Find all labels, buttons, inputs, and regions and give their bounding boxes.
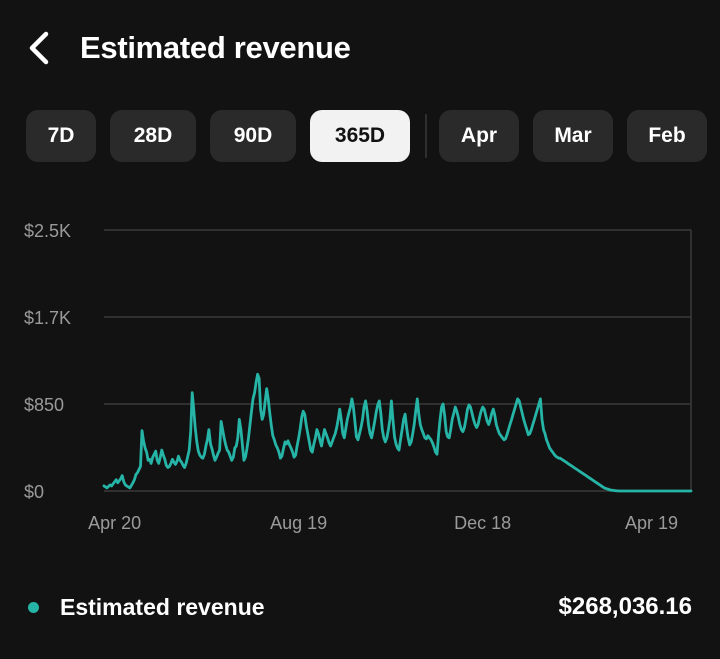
filter-365d[interactable]: 365D xyxy=(310,110,410,162)
y-tick-label: $1.7K xyxy=(24,308,71,328)
filter-apr[interactable]: Apr xyxy=(439,110,519,162)
series-line-estimated-revenue xyxy=(102,372,693,493)
filter-divider xyxy=(425,114,427,158)
x-tick-label: Dec 18 xyxy=(454,513,511,533)
chevron-left-icon xyxy=(29,31,49,65)
filter-feb[interactable]: Feb xyxy=(627,110,707,162)
date-range-filters: 7D 28D 90D 365D Apr Mar Feb xyxy=(0,110,720,162)
filter-28d[interactable]: 28D xyxy=(110,110,196,162)
header: Estimated revenue xyxy=(0,0,720,96)
filter-mar[interactable]: Mar xyxy=(533,110,613,162)
x-tick-label: Apr 19 xyxy=(625,513,678,533)
filter-7d[interactable]: 7D xyxy=(26,110,96,162)
legend: Estimated revenue $268,036.16 xyxy=(0,585,720,629)
legend-total-value: $268,036.16 xyxy=(558,593,692,620)
legend-label: Estimated revenue xyxy=(60,594,265,620)
x-tick-label: Aug 19 xyxy=(270,513,327,533)
chart-series xyxy=(102,372,693,493)
x-tick-label: Apr 20 xyxy=(88,513,141,533)
page-title: Estimated revenue xyxy=(80,30,351,65)
y-tick-label: $2.5K xyxy=(24,221,71,241)
y-tick-label: $850 xyxy=(24,395,64,415)
chart-grid xyxy=(104,229,692,492)
filter-90d[interactable]: 90D xyxy=(210,110,296,162)
y-axis: $0 $850 $1.7K $2.5K xyxy=(24,221,71,502)
y-tick-label: $0 xyxy=(24,482,44,502)
x-axis: Apr 20 Aug 19 Dec 18 Apr 19 xyxy=(88,513,678,533)
revenue-chart: $0 $850 $1.7K $2.5K Apr 20 Aug 19 Dec 18 Apr 1… xyxy=(24,221,693,533)
back-button[interactable] xyxy=(18,26,58,70)
legend-dot xyxy=(28,602,39,613)
